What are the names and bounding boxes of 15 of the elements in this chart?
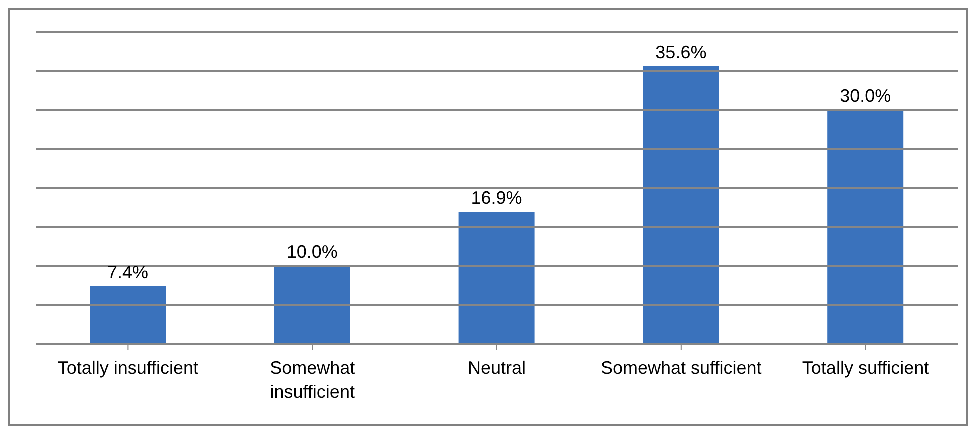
x-tick-label: Totally insufficient bbox=[58, 358, 199, 378]
bar bbox=[90, 286, 166, 344]
data-label: 10.0% bbox=[286, 242, 338, 262]
data-label: 16.9% bbox=[471, 188, 522, 208]
bar bbox=[828, 110, 904, 344]
bar bbox=[643, 66, 720, 344]
x-tick-label: Totally sufficient bbox=[802, 358, 930, 378]
data-label: 7.4% bbox=[107, 262, 149, 282]
bar bbox=[274, 266, 350, 344]
x-tick-label: Neutral bbox=[468, 358, 526, 378]
x-tick-label: Somewhat insufficient bbox=[270, 358, 356, 402]
data-label: 35.6% bbox=[656, 42, 707, 62]
x-tick-label: Somewhat sufficient bbox=[601, 358, 762, 378]
data-label: 30.0% bbox=[840, 86, 892, 106]
bar bbox=[458, 212, 535, 344]
